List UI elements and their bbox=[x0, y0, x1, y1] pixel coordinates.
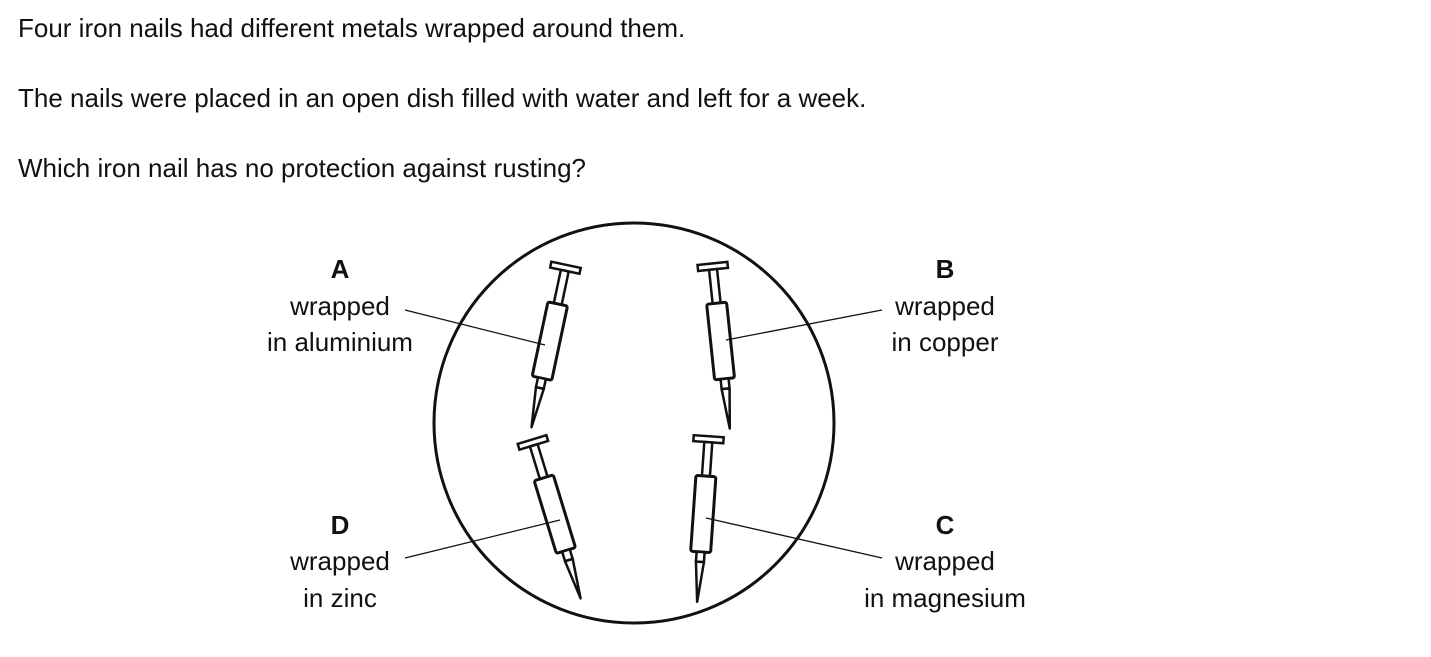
nail-c bbox=[680, 433, 726, 605]
question-line-3: Which iron nail has no protection agains… bbox=[18, 153, 586, 183]
nail-d-label-line1: wrapped bbox=[289, 546, 390, 576]
nail-b-letter: B bbox=[936, 254, 955, 284]
leader-line-c bbox=[705, 517, 883, 559]
nail-d-letter: D bbox=[331, 510, 350, 540]
leader-line-d bbox=[404, 519, 561, 559]
nail-d-label-line2: in zinc bbox=[303, 583, 377, 613]
question-line-1: Four iron nails had different metals wra… bbox=[18, 13, 686, 43]
nail-c-label-line1: wrapped bbox=[894, 546, 995, 576]
leader-line-a bbox=[404, 309, 546, 346]
nail-a bbox=[515, 260, 583, 432]
dish-outline bbox=[432, 221, 836, 625]
nail-d bbox=[516, 433, 597, 605]
nail-a-letter: A bbox=[331, 254, 350, 284]
nail-b-label-line1: wrapped bbox=[894, 291, 995, 321]
nail-a-label-line1: wrapped bbox=[289, 291, 390, 321]
leader-line-b bbox=[725, 309, 883, 341]
nail-c-label-line2: in magnesium bbox=[864, 583, 1026, 613]
nail-b-label-line2: in copper bbox=[892, 327, 999, 357]
nail-a-label-line2: in aluminium bbox=[267, 327, 413, 357]
question-line-2: The nails were placed in an open dish fi… bbox=[18, 83, 867, 113]
nail-c-letter: C bbox=[936, 510, 955, 540]
nail-b bbox=[696, 260, 747, 432]
